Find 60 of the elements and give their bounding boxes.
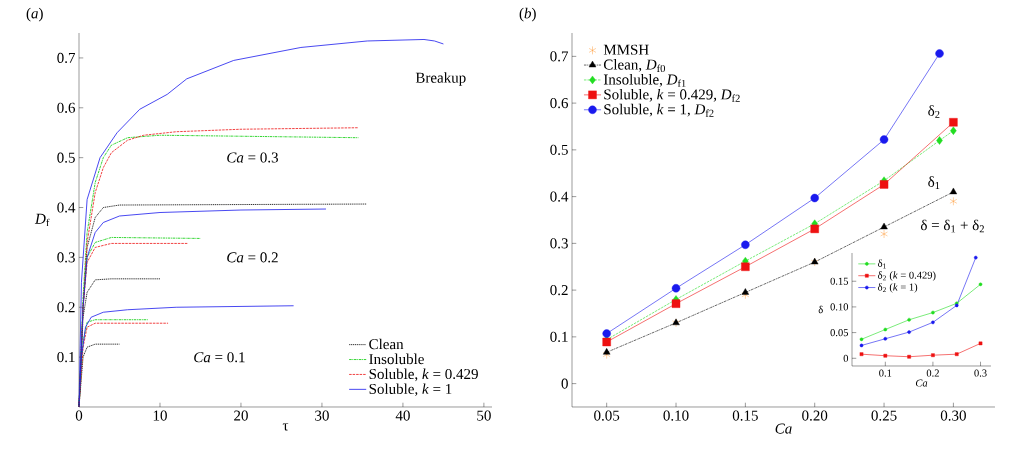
y-tick-label: 0.10	[830, 303, 849, 311]
x-tick-label: 0.30	[940, 410, 966, 421]
y-tick-label: 0.2	[550, 285, 568, 296]
x-tick-label: 0	[75, 410, 83, 421]
x-tick-label: 10	[153, 410, 167, 421]
x-tick-label: 0.10	[663, 410, 689, 421]
legend-label: Clean, D$_{f0}$	[603, 59, 665, 73]
legend-label: δ$_{1}$	[878, 259, 886, 269]
y-tick-label: 0.4	[550, 191, 569, 202]
legend-label: Insoluble, D$_{f1}$	[603, 74, 686, 87]
y-tick-label: 0.15	[830, 277, 849, 285]
x-tick-label: 0.3	[974, 369, 987, 377]
legend-label: MMSH	[603, 44, 649, 55]
y-tick-label: 0.7	[550, 51, 569, 62]
x-axis-title: Ca	[915, 379, 928, 387]
y-axis-title: D$_{f}$	[34, 213, 50, 227]
x-axis-title: Ca	[775, 423, 792, 434]
annotation: Ca = 0.1	[194, 352, 245, 363]
x-axis-title: τ	[282, 423, 289, 431]
y-tick-label: 0.7	[57, 52, 76, 64]
legend-label: Insoluble	[369, 353, 424, 365]
legend-label: Soluble, k = 1	[369, 383, 452, 397]
y-axis-title: δ	[818, 305, 823, 314]
chart-title: (b)	[519, 7, 536, 22]
legend-label: Soluble, k = 1, D$_{f2}$	[604, 103, 714, 117]
x-tick-label: 0.15	[732, 410, 758, 421]
legend-label: δ$_{2}$ (k = 0.429)	[878, 271, 936, 281]
x-tick-label: 40	[395, 410, 410, 421]
y-tick-label: 0.3	[550, 238, 568, 249]
x-tick-label: 0.25	[871, 410, 897, 421]
legend-label: δ$_{2}$ (k = 1)	[878, 283, 918, 293]
y-tick-label: 0.6	[550, 98, 569, 109]
y-tick-label: 0.5	[57, 152, 75, 163]
x-tick-label: 50	[477, 410, 491, 421]
legend-label: Clean	[369, 338, 404, 350]
y-tick-label: 0	[843, 354, 849, 362]
chart-title: (a)	[26, 7, 43, 22]
x-tick-label: 0.1	[879, 369, 892, 377]
legend-label: Soluble, k = 0.429	[369, 368, 478, 382]
y-tick-label: 0.3	[57, 252, 75, 263]
y-tick-label: 0.2	[57, 302, 75, 313]
x-tick-label: 0.2	[926, 369, 939, 377]
x-tick-label: 0.20	[802, 410, 828, 421]
annotation: Breakup	[415, 72, 466, 86]
y-tick-label: 0	[561, 378, 568, 389]
x-tick-label: 20	[234, 410, 248, 421]
y-tick-label: 0.4	[57, 202, 76, 213]
y-tick-label: 0.1	[550, 331, 568, 342]
y-tick-label: 0.5	[550, 144, 568, 155]
y-tick-label: 0.6	[57, 102, 76, 113]
legend-label: Soluble, k = 0.429, D$_{f2}$	[604, 88, 740, 102]
annotation: Ca = 0.2	[227, 252, 278, 263]
annotation: δ$_{1}$	[928, 176, 940, 189]
x-tick-label: 30	[315, 410, 329, 421]
annotation: δ$_{2}$	[928, 105, 940, 118]
x-tick-label: 0.05	[594, 410, 620, 421]
y-tick-label: 0.05	[830, 329, 849, 337]
annotation: Ca = 0.3	[227, 152, 278, 163]
annotation: δ = δ$_{1}$ + δ$_{2}$	[920, 219, 984, 233]
y-tick-label: 0.1	[57, 352, 75, 363]
